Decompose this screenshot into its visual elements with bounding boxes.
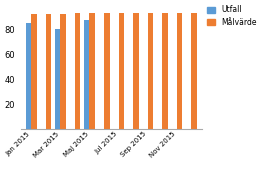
Bar <box>162 13 168 129</box>
Bar <box>133 13 139 129</box>
Bar <box>60 14 66 129</box>
Bar <box>119 13 124 129</box>
Bar <box>46 14 51 129</box>
Bar <box>177 13 182 129</box>
Bar <box>104 13 109 129</box>
Bar <box>192 13 197 129</box>
Bar <box>148 13 153 129</box>
Bar <box>55 29 60 129</box>
Bar <box>31 14 37 129</box>
Legend: Utfall, Målvärde: Utfall, Målvärde <box>207 6 256 27</box>
Bar <box>84 20 90 129</box>
Bar <box>26 23 31 129</box>
Bar <box>75 13 80 129</box>
Bar <box>90 13 95 129</box>
